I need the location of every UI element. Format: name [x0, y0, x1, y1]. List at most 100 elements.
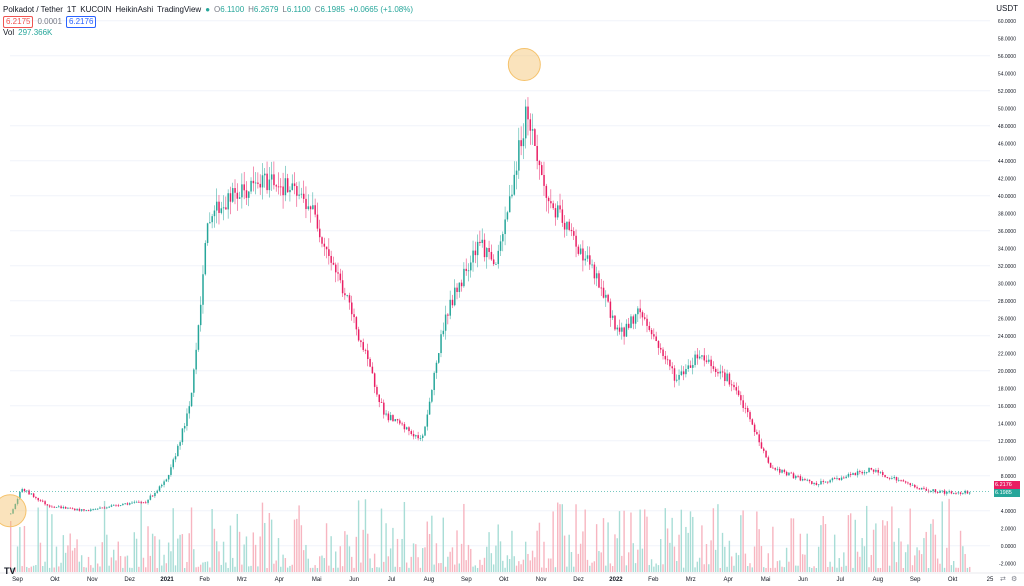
candle-body — [248, 191, 250, 198]
candle-body — [23, 489, 26, 492]
volume-bar — [829, 561, 831, 572]
volume-bar — [46, 505, 49, 572]
volume-bar — [552, 511, 554, 572]
tradingview-logo[interactable]: TV — [4, 566, 16, 576]
volume-bar — [39, 542, 42, 572]
candle-body — [531, 129, 534, 131]
candle-body — [872, 469, 875, 472]
candle-body — [678, 374, 680, 380]
volume-bar — [648, 565, 650, 572]
candle-body — [138, 501, 140, 503]
volume-bar — [16, 546, 19, 572]
candle-body — [357, 329, 360, 341]
exchange-label: KUCOIN — [80, 5, 112, 14]
candle-body — [614, 315, 616, 330]
volume-bar — [183, 567, 186, 572]
axis-settings-icon[interactable]: ⚙ — [1011, 576, 1018, 583]
candle-body — [740, 395, 742, 401]
candle-body — [545, 185, 548, 198]
candle-body — [145, 502, 147, 504]
platform-label: TradingView — [157, 5, 202, 14]
candle-body — [648, 325, 651, 330]
volume-bar — [765, 567, 767, 572]
volume-bar — [593, 561, 596, 572]
candle-body — [151, 495, 154, 497]
volume-bar — [785, 547, 788, 572]
candle-body — [474, 250, 477, 256]
volume-bar — [845, 565, 847, 572]
volume-bar — [470, 548, 472, 572]
candle-body — [772, 467, 774, 469]
volume-bar — [55, 546, 58, 572]
volume-bar — [831, 566, 834, 572]
volume-bar — [833, 534, 836, 572]
candle-body — [591, 264, 593, 266]
candle-body — [362, 342, 364, 350]
candle-body — [76, 508, 78, 511]
axis-zoom-icon[interactable]: ⇄ — [1000, 576, 1006, 583]
volume-bar — [827, 567, 829, 572]
candle-body — [259, 183, 261, 188]
candle-body — [449, 299, 451, 316]
candle-body — [122, 503, 124, 506]
candle-body — [808, 479, 811, 482]
volume-bar — [431, 515, 433, 572]
volume-bar — [891, 506, 893, 572]
x-tick-label: Sep — [461, 577, 472, 583]
candle-body — [440, 334, 442, 354]
volume-bar — [811, 567, 813, 572]
candle-body — [529, 119, 532, 131]
candle-body — [627, 323, 630, 328]
y-tick-label: 52.0000 — [998, 89, 1016, 95]
candle-body — [543, 174, 545, 186]
y-tick-label: 28.0000 — [998, 299, 1016, 305]
volume-bar — [376, 567, 378, 572]
volume-bar — [131, 567, 133, 572]
candle-body — [893, 477, 895, 479]
candle-body — [94, 508, 97, 510]
candle-body — [952, 492, 955, 494]
candle-body — [458, 282, 461, 292]
volume-bar — [48, 567, 51, 572]
candle-body — [380, 402, 383, 403]
volume-bar — [524, 541, 527, 572]
chart-style-label: HeikinAshi — [115, 5, 154, 14]
candle-body — [595, 273, 598, 279]
ask-price-button[interactable]: 6.2176 — [65, 16, 97, 28]
volume-bar — [26, 566, 28, 572]
volume-bar — [108, 565, 110, 572]
bid-price-button[interactable]: 6.2175 — [3, 16, 34, 28]
candle-body — [646, 318, 648, 326]
volume-bar — [42, 566, 44, 572]
interval-label[interactable]: 1T — [66, 5, 77, 14]
y-tick-label: 36.0000 — [998, 229, 1016, 235]
symbol-name[interactable]: Polkadot / Tether — [3, 5, 63, 14]
volume-bar — [264, 522, 266, 572]
volume-bar — [632, 543, 634, 572]
volume-bar — [270, 519, 273, 572]
candle-body — [261, 175, 264, 188]
x-tick-label: Okt — [50, 577, 60, 583]
candle-body — [859, 471, 861, 473]
ohlc-close: C6.1985 — [314, 5, 345, 14]
candle-body — [126, 503, 129, 505]
candle-body — [444, 314, 447, 331]
volume-bar — [742, 510, 744, 572]
candle-body — [868, 467, 870, 473]
candle-body — [424, 426, 426, 436]
candle-body — [939, 490, 941, 493]
candle-body — [62, 507, 65, 509]
volume-bar — [797, 565, 799, 572]
volume-bar — [394, 566, 396, 572]
candle-body — [561, 209, 564, 223]
x-tick-label: Sep — [12, 577, 23, 583]
currency-button[interactable]: USDT — [996, 4, 1018, 13]
candle-body — [417, 435, 419, 439]
volume-bar — [490, 553, 493, 572]
candle-body — [46, 504, 49, 506]
candle-body — [115, 504, 117, 506]
candle-body — [776, 468, 779, 470]
volume-bar — [611, 566, 614, 572]
